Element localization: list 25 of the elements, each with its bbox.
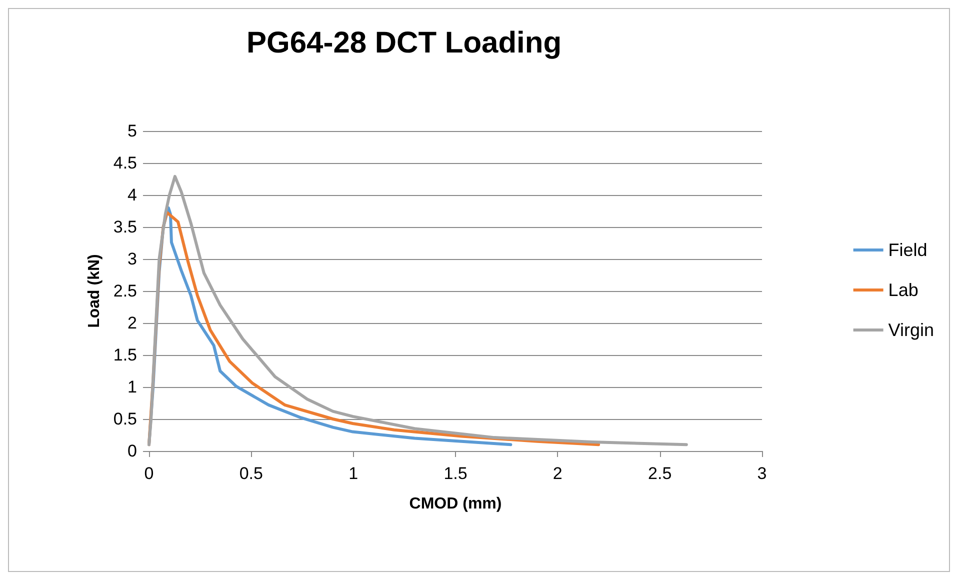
x-axis-title: CMOD (mm) — [409, 496, 502, 512]
y-axis-title: Load (kN) — [86, 254, 103, 328]
line-series — [148, 174, 688, 446]
y-tick-label: 0 — [128, 442, 137, 460]
x-tick-label: 0 — [144, 464, 154, 483]
y-tick-label: 5 — [128, 122, 137, 140]
y-tick-label: 1.5 — [113, 346, 137, 364]
y-tick-label: 3.5 — [113, 218, 137, 236]
y-tick-label: 4.5 — [113, 154, 137, 172]
legend-label: Field — [888, 240, 928, 260]
y-tick-label: 2.5 — [113, 282, 137, 300]
x-tick-label: 2.5 — [648, 464, 672, 483]
x-tick-label: 3 — [757, 464, 767, 483]
y-tick-label: 0.5 — [113, 410, 137, 428]
y-tick-label: 4 — [128, 186, 137, 204]
chart-title: PG64-28 DCT Loading — [246, 26, 562, 60]
x-tick-label: 1 — [348, 464, 358, 483]
x-tick-label: 1.5 — [444, 464, 468, 483]
x-tick-label: 2 — [552, 464, 562, 483]
legend-label: Lab — [888, 280, 918, 300]
x-tick-label: 0.5 — [239, 464, 263, 483]
y-tick-label: 1 — [128, 378, 137, 396]
legend-label: Virgin — [888, 320, 934, 340]
y-tick-label: 3 — [128, 250, 137, 268]
y-tick-label: 2 — [128, 314, 137, 332]
